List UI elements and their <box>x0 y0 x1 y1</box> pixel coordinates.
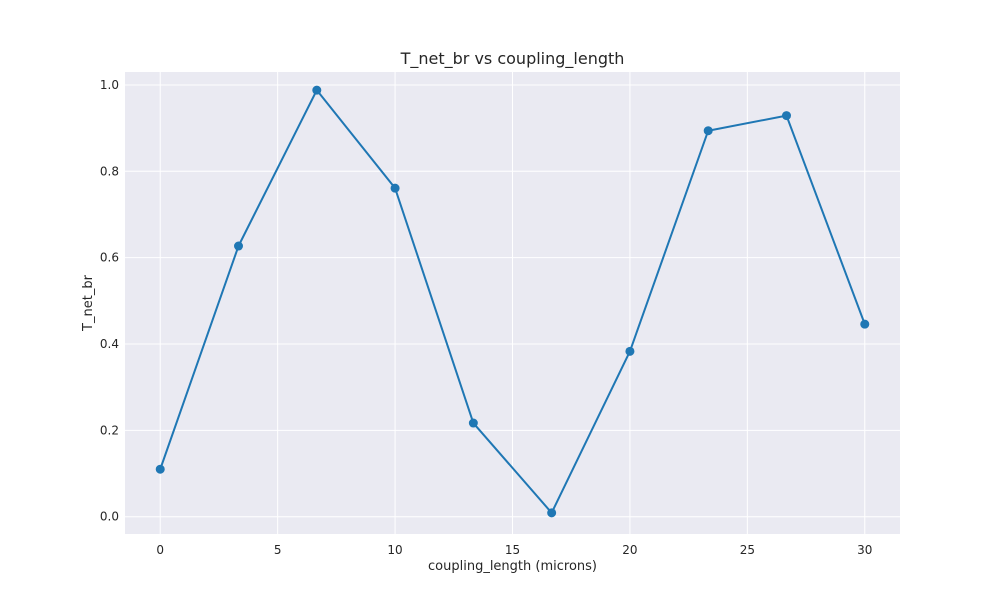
x-tick-label: 0 <box>156 543 164 557</box>
data-point <box>468 418 478 428</box>
y-tick-label: 0.8 <box>100 164 119 178</box>
y-tick-label: 0.4 <box>100 337 119 351</box>
x-tick-label: 20 <box>622 543 637 557</box>
x-tick-label: 15 <box>505 543 520 557</box>
data-point <box>234 241 244 251</box>
data-point <box>312 85 322 95</box>
data-point <box>547 508 557 518</box>
data-point <box>703 126 713 136</box>
y-tick-label: 0.2 <box>100 423 119 437</box>
tick-labels: 0 5 10 15 20 25 30 0.0 0.2 0.4 0.6 0.8 1.0 <box>100 78 873 557</box>
x-axis-label: coupling_length (microns) <box>428 559 597 574</box>
x-tick-label: 25 <box>740 543 755 557</box>
data-point <box>155 464 165 474</box>
y-tick-label: 0.6 <box>100 251 119 265</box>
y-tick-label: 0.0 <box>100 510 119 524</box>
data-point <box>625 346 635 356</box>
y-tick-label: 1.0 <box>100 78 119 92</box>
x-tick-label: 5 <box>274 543 282 557</box>
x-tick-label: 10 <box>387 543 402 557</box>
chart-title: T_net_br vs coupling_length <box>400 49 625 69</box>
series-layer <box>155 85 870 518</box>
x-tick-label: 30 <box>857 543 872 557</box>
series-line <box>159 89 866 514</box>
y-axis-label: T_net_br <box>81 274 96 332</box>
data-point <box>860 319 870 329</box>
data-point <box>390 183 400 193</box>
data-point <box>781 111 791 121</box>
grid <box>125 72 900 534</box>
